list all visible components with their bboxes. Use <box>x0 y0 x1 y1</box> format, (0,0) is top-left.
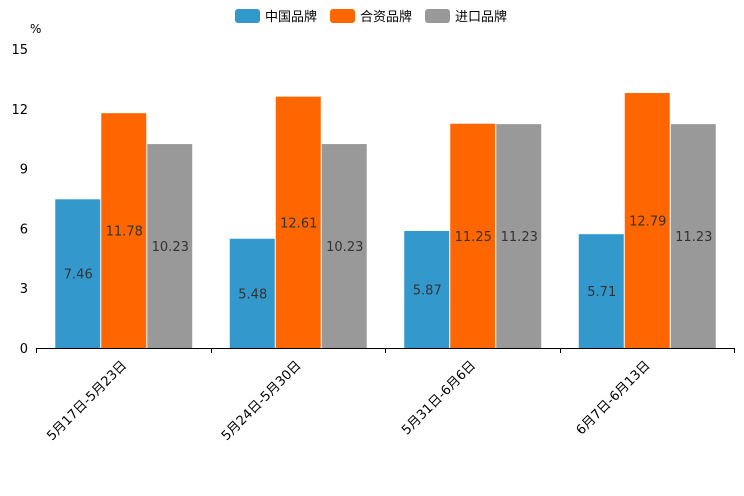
bar-value-label: 11.25 <box>455 230 492 245</box>
legend-swatch-2[interactable] <box>425 9 450 23</box>
y-axis: 0 3 6 9 12 15 <box>11 43 28 357</box>
x-tick-label: 6月7日-6月13日 <box>574 358 654 438</box>
bar-value-label: 5.71 <box>587 285 616 300</box>
bar-series-0[interactable] <box>55 199 101 348</box>
y-tick-label: 6 <box>20 222 28 237</box>
y-axis-unit: % <box>30 22 41 36</box>
legend-label-2[interactable]: 进口品牌 <box>455 9 507 25</box>
bar-value-label: 12.61 <box>280 216 317 231</box>
bar-series-1[interactable] <box>275 96 321 349</box>
y-tick-label: 3 <box>20 282 28 297</box>
legend-label-1[interactable]: 合资品牌 <box>360 9 412 25</box>
bar-series-0[interactable] <box>229 238 275 348</box>
bars: 7.46 11.78 10.23 5.48 12.61 10.23 5.87 11.25 11.… <box>55 93 716 349</box>
legend-swatch-1[interactable] <box>330 9 355 23</box>
bar-series-1[interactable] <box>101 113 147 348</box>
bar-series-2[interactable] <box>670 124 716 348</box>
bar-value-label: 10.23 <box>326 240 363 255</box>
bar-series-2[interactable] <box>147 144 193 348</box>
bar-value-label: 11.23 <box>501 230 538 245</box>
bar-value-label: 11.23 <box>675 230 712 245</box>
bar-value-label: 12.79 <box>629 215 666 230</box>
x-axis: 5月17日-5月23日 5月24日-5月30日 5月31日-6月6日 6月7日-6月1… <box>36 348 735 444</box>
y-tick-label: 12 <box>11 103 28 118</box>
y-tick-label: 9 <box>20 163 28 178</box>
legend-swatch-0[interactable] <box>235 9 260 23</box>
bar-value-label: 10.23 <box>152 240 189 255</box>
bar-series-2[interactable] <box>496 124 542 348</box>
bar-value-label: 11.78 <box>106 225 143 240</box>
bar-series-2[interactable] <box>321 144 367 348</box>
x-tick-label: 5月24日-5月30日 <box>219 358 305 444</box>
x-tick-label: 5月17日-5月23日 <box>44 358 130 444</box>
bar-value-label: 7.46 <box>64 268 93 283</box>
bar-value-label: 5.48 <box>238 287 267 302</box>
bar-series-1[interactable] <box>624 93 670 348</box>
legend-label-0[interactable]: 中国品牌 <box>265 9 317 25</box>
legend: 中国品牌 合资品牌 进口品牌 <box>235 9 507 25</box>
bar-series-0[interactable] <box>578 234 624 348</box>
bar-value-label: 5.87 <box>413 283 442 298</box>
x-tick-label: 5月31日-6月6日 <box>399 358 479 438</box>
y-tick-label: 0 <box>20 342 28 357</box>
bar-series-1[interactable] <box>450 123 496 348</box>
y-tick-label: 15 <box>11 43 28 58</box>
bar-series-0[interactable] <box>404 230 450 348</box>
